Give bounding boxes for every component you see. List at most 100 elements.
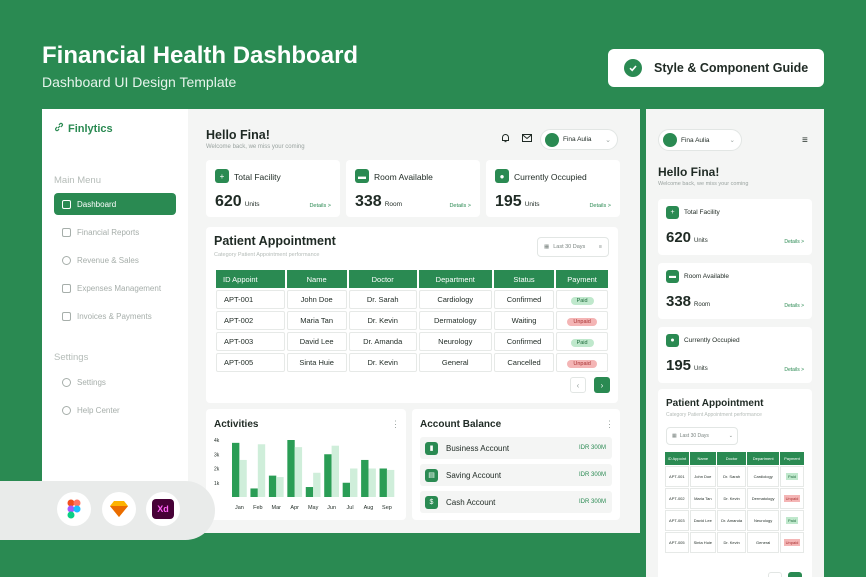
date-filter-value: Last 30 Days: [553, 244, 586, 250]
style-guide-button[interactable]: Style & Component Guide: [608, 49, 824, 87]
table-cell-name: Maria Tan: [286, 311, 347, 330]
account-name: Business Account: [446, 443, 510, 453]
bar-apr-series-2: [294, 447, 303, 497]
sidebar-item-invoices[interactable]: Invoices & Payments: [54, 305, 176, 327]
mobile-user-menu[interactable]: Fina Aulia ⌄: [658, 129, 742, 151]
account-row-saving[interactable]: ▤ Saving Account IDR 300M: [420, 464, 612, 486]
figma-icon: [57, 492, 91, 526]
table-cell-id: APT-005: [216, 353, 285, 372]
table-cell-department: Cardiology: [747, 466, 779, 487]
table-cell-status: Confirmed: [493, 332, 555, 351]
table-cell-payment: Paid: [556, 332, 608, 351]
greeting: Hello Fina!: [206, 128, 270, 142]
link-icon: [54, 122, 64, 135]
user-menu[interactable]: Fina Aulia ⌄: [540, 129, 618, 150]
bar-mar-series-1: [268, 475, 277, 497]
date-filter-select[interactable]: ▦ Last 30 Days ⌄: [666, 427, 738, 445]
bar-may-series-1: [305, 487, 314, 497]
table-cell-payment: Unpaid: [779, 488, 804, 509]
table-cell-payment: Paid: [779, 466, 804, 487]
x-tick-label: May: [308, 505, 319, 511]
sidebar-item-revenue-sales[interactable]: Revenue & Sales: [54, 249, 176, 271]
x-tick-label: Jul: [347, 505, 354, 511]
sidebar-item-label: Invoices & Payments: [77, 311, 152, 321]
sidebar-item-dashboard[interactable]: Dashboard: [54, 193, 176, 215]
patient-appointment-card: Patient Appointment Category Patient App…: [206, 227, 618, 403]
table-cell-payment: Paid: [779, 510, 804, 531]
date-filter-value: Last 30 Days: [679, 433, 709, 439]
chevron-down-icon: ⌄: [729, 137, 735, 144]
details-link[interactable]: Details >: [309, 203, 331, 209]
table-cell-doctor: Dr. Kevin: [716, 532, 747, 553]
table-cell-payment: Unpaid: [779, 532, 804, 553]
y-tick-label: 4k: [214, 438, 220, 444]
x-tick-label: Jan: [235, 505, 244, 511]
details-link[interactable]: Details >: [784, 239, 804, 245]
table-cell-doctor: Dr. Kevin: [348, 353, 417, 372]
sidebar-item-expenses[interactable]: Expenses Management: [54, 277, 176, 299]
app-logo[interactable]: Finlytics: [54, 122, 113, 135]
bar-may-series-2: [313, 472, 321, 497]
details-link[interactable]: Details >: [449, 203, 471, 209]
sidebar-item-financial-reports[interactable]: Financial Reports: [54, 221, 176, 243]
bell-icon[interactable]: [498, 131, 512, 145]
user-name: Fina Aulia: [681, 136, 710, 144]
table-cell-department: Neurology: [747, 510, 779, 531]
account-row-cash[interactable]: $ Cash Account IDR 300M: [420, 491, 612, 513]
y-tick-label: 3k: [214, 452, 220, 458]
table-row[interactable]: APT-003 David Lee Dr. Amanda Neurology Paid: [665, 510, 804, 531]
table-cell-department: General: [418, 353, 492, 372]
table-row[interactable]: APT-005 Sinta Huie Dr. Kevin General Cancell…: [216, 353, 608, 372]
y-tick-label: 2k: [214, 467, 220, 473]
next-page-button[interactable]: ›: [594, 377, 610, 393]
hamburger-icon[interactable]: ≡: [802, 135, 808, 146]
bar-jan-series-1: [232, 442, 240, 497]
revenue-icon: [62, 255, 71, 265]
table-row[interactable]: APT-001 John Doe Dr. Sarah Cardiology Confir…: [216, 290, 608, 309]
next-page-button[interactable]: ›: [788, 572, 802, 577]
date-filter-select[interactable]: ▦ Last 30 Days ≡: [537, 237, 609, 257]
stat-card-room-available: ▬ Room Available 338 Room Details >: [346, 160, 480, 217]
chevron-down-icon: ⌄: [605, 136, 611, 144]
table-cell-payment: Unpaid: [556, 311, 608, 330]
bar-feb-series-2: [257, 444, 266, 497]
table-header-cell: Department: [747, 452, 779, 465]
plus-box-icon: +: [666, 206, 679, 219]
account-value: IDR 300M: [578, 472, 606, 478]
more-icon[interactable]: ⋮: [605, 419, 614, 429]
mail-icon[interactable]: [520, 131, 534, 145]
table-cell-doctor: Dr. Kevin: [348, 311, 417, 330]
bed-icon: ▬: [355, 169, 369, 183]
table-row[interactable]: APT-005 Sinta Huie Dr. Kevin General Unpaid: [665, 532, 804, 553]
account-name: Cash Account: [446, 497, 496, 507]
table-row[interactable]: APT-001 John Doe Dr. Sarah Cardiology Paid: [665, 466, 804, 487]
table-cell-status: Waiting: [493, 311, 555, 330]
mobile-appointment-card: Patient Appointment Category Patient App…: [658, 389, 812, 577]
x-tick-label: Sep: [382, 505, 392, 511]
table-cell-department: Cardiology: [418, 290, 492, 309]
details-link[interactable]: Details >: [784, 303, 804, 309]
details-link[interactable]: Details >: [589, 203, 611, 209]
table-cell-id: APT-001: [216, 290, 285, 309]
invoice-icon: [62, 311, 71, 321]
bar-sep-series-2: [386, 469, 395, 497]
chevron-down-icon: ⌄: [728, 433, 733, 439]
table-row[interactable]: APT-002 Maria Tan Dr. Kevin Dermatology Wait…: [216, 311, 608, 330]
account-row-business[interactable]: ▮ Business Account IDR 300M: [420, 437, 612, 459]
prev-page-button[interactable]: ‹: [570, 377, 586, 393]
details-link[interactable]: Details >: [784, 367, 804, 373]
payment-badge: Unpaid: [783, 495, 801, 502]
account-name: Saving Account: [446, 470, 502, 480]
table-row[interactable]: APT-003 David Lee Dr. Amanda Neurology Confi…: [216, 332, 608, 351]
person-icon: ●: [495, 169, 509, 183]
user-name: Fina Aulia: [563, 136, 592, 143]
prev-page-button[interactable]: ‹: [768, 572, 782, 577]
settings-section-label: Settings: [54, 352, 89, 363]
more-icon[interactable]: ⋮: [391, 419, 400, 429]
sidebar-item-label: Expenses Management: [77, 283, 162, 293]
table-row[interactable]: APT-002 Maria Tan Dr. Kevin Dermatology Unpa…: [665, 488, 804, 509]
sidebar-item-settings[interactable]: Settings: [54, 371, 176, 393]
table-header-cell: Doctor: [348, 270, 417, 288]
sidebar-item-help-center[interactable]: Help Center: [54, 399, 176, 421]
table-cell-doctor: Dr. Sarah: [716, 466, 747, 487]
